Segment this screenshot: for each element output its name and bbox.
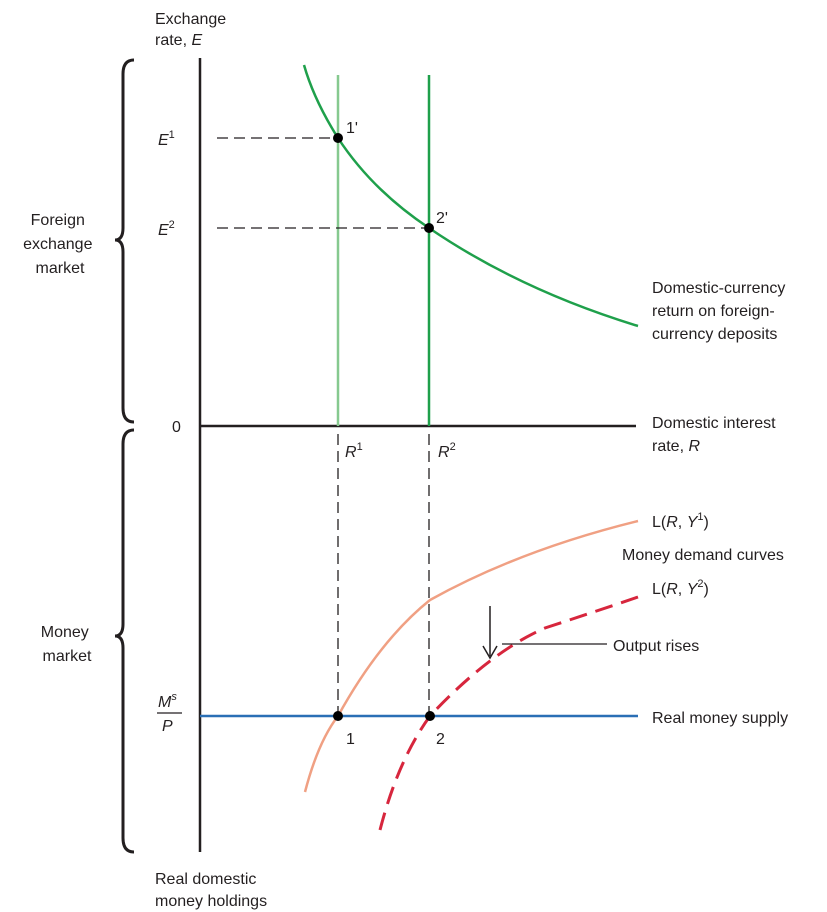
output-rises-label: Output rises: [613, 638, 699, 655]
money-demand-curve-y2: [378, 595, 639, 831]
foreign-exchange-label: Foreign exchange market: [23, 212, 97, 277]
point-2: [425, 711, 435, 721]
point-1-prime: [333, 133, 343, 143]
money-supply-numerator: Ms: [158, 691, 177, 711]
point-2-prime-label: 2': [436, 210, 448, 227]
y-axis-title-line2: rate, E: [155, 32, 202, 49]
l-y1-label: L(R, Y1): [652, 511, 709, 531]
r1-label: R1: [345, 441, 363, 461]
origin-zero-label: 0: [172, 419, 181, 436]
y-axis-title-line1: Exchange: [155, 11, 226, 28]
foreign-exchange-brace: [114, 58, 135, 424]
point-1: [333, 711, 343, 721]
l-y2-label: L(R, Y2): [652, 578, 709, 598]
point-2-label: 2: [436, 731, 445, 748]
foreign-return-curve-label: Domestic-currency return on foreign- cur…: [652, 280, 790, 343]
money-supply-label: Real money supply: [652, 710, 788, 727]
interest-axis-title-line1: Domestic interest: [652, 415, 776, 432]
money-demand-curves-label: Money demand curves: [622, 547, 784, 564]
output-rises-arrow-head: [482, 645, 498, 660]
point-1-label: 1: [346, 731, 355, 748]
foreign-return-curve: [302, 64, 639, 328]
money-market-brace: [114, 428, 135, 854]
r2-label: R2: [438, 441, 456, 461]
bottom-axis-title-line1: Real domestic: [155, 871, 256, 888]
point-2-prime: [424, 223, 434, 233]
e1-label: E1: [158, 129, 175, 149]
point-1-prime-label: 1': [346, 120, 358, 137]
e2-label: E2: [158, 219, 175, 239]
interest-axis-title-line2: rate, R: [652, 438, 700, 455]
money-demand-curve-y1: [303, 519, 639, 793]
bottom-axis-title-line2: money holdings: [155, 893, 267, 910]
money-market-label: Money market: [41, 624, 93, 665]
money-supply-denominator: P: [162, 718, 173, 735]
